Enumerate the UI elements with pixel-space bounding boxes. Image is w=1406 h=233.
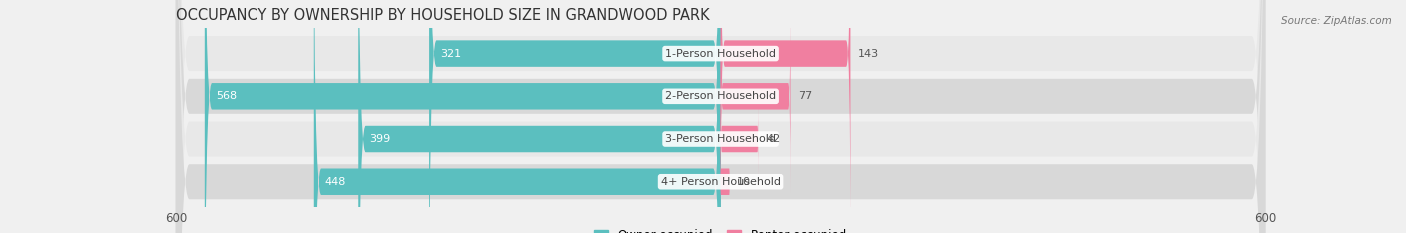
Text: 42: 42 (766, 134, 780, 144)
FancyBboxPatch shape (176, 0, 1265, 233)
FancyBboxPatch shape (721, 0, 851, 233)
FancyBboxPatch shape (176, 0, 1265, 233)
Text: 143: 143 (858, 49, 879, 58)
FancyBboxPatch shape (205, 0, 721, 233)
Text: 4+ Person Household: 4+ Person Household (661, 177, 780, 187)
Text: 1-Person Household: 1-Person Household (665, 49, 776, 58)
FancyBboxPatch shape (359, 0, 721, 233)
Text: 3-Person Household: 3-Person Household (665, 134, 776, 144)
FancyBboxPatch shape (721, 168, 730, 195)
FancyBboxPatch shape (721, 0, 790, 193)
Text: 77: 77 (797, 91, 813, 101)
FancyBboxPatch shape (176, 0, 1265, 233)
Text: 321: 321 (440, 49, 461, 58)
Text: 2-Person Household: 2-Person Household (665, 91, 776, 101)
Legend: Owner-occupied, Renter-occupied: Owner-occupied, Renter-occupied (589, 224, 852, 233)
Text: 568: 568 (215, 91, 236, 101)
Text: 448: 448 (325, 177, 346, 187)
FancyBboxPatch shape (314, 0, 721, 233)
Text: Source: ZipAtlas.com: Source: ZipAtlas.com (1281, 16, 1392, 26)
Text: OCCUPANCY BY OWNERSHIP BY HOUSEHOLD SIZE IN GRANDWOOD PARK: OCCUPANCY BY OWNERSHIP BY HOUSEHOLD SIZE… (176, 8, 710, 23)
FancyBboxPatch shape (429, 0, 721, 233)
FancyBboxPatch shape (721, 93, 759, 185)
Text: 10: 10 (737, 177, 751, 187)
FancyBboxPatch shape (176, 0, 1265, 233)
Text: 399: 399 (370, 134, 391, 144)
